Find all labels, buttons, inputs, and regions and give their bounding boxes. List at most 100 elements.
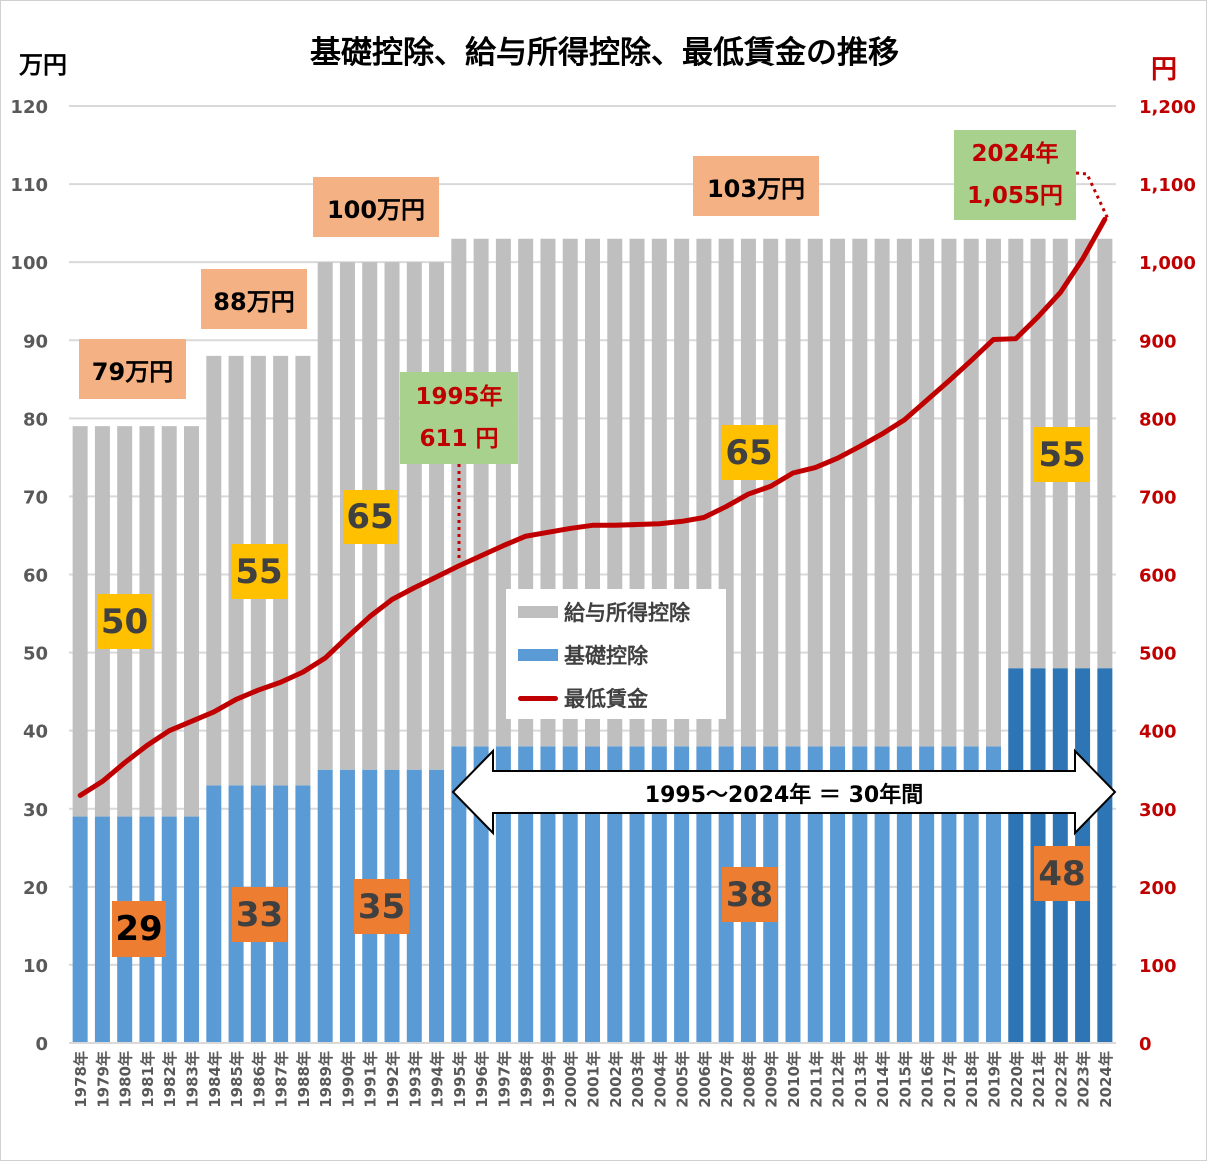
legend-item-basic: 基礎控除 [518,640,648,670]
bar-basic-1998年 [518,746,534,1043]
wage-2024-year: 2024年 [971,141,1059,167]
bar-salary-2019年 [985,238,1001,747]
x-tick-label: 2021年 [1030,1051,1048,1108]
x-tick-label: 2002年 [607,1051,625,1108]
x-tick-label: 1985年 [228,1051,246,1108]
right-tick-label: 700 [1139,487,1177,508]
x-tick-label: 1993年 [406,1051,424,1108]
bar-basic-2012年 [830,746,846,1043]
left-tick-label: 20 [23,878,48,899]
left-tick-label: 50 [23,644,48,665]
left-tick-label: 110 [10,175,48,196]
x-tick-label: 2024年 [1097,1051,1115,1108]
right-tick-label: 0 [1139,1034,1152,1055]
bar-salary-1982年 [161,426,177,817]
leader-2024 [1075,171,1110,220]
left-tick-label: 30 [23,800,48,821]
x-tick-label: 1995年 [451,1051,469,1108]
bar-basic-2014年 [874,746,890,1043]
bar-salary-2024年 [1097,238,1113,669]
legend-swatch [518,606,558,618]
x-tick-label: 2017年 [941,1051,959,1108]
bar-basic-2003年 [629,746,645,1043]
bar-basic-1984年 [206,785,222,1043]
bar-basic-2002年 [607,746,623,1043]
salary-deduction-65-b: 65 [721,425,777,480]
x-tick-label: 1978年 [72,1051,90,1108]
bar-basic-1988年 [295,785,311,1043]
x-tick-label: 2014年 [874,1051,892,1108]
bar-basic-1983年 [184,816,200,1043]
right-tick-label: 300 [1139,800,1177,821]
bar-basic-1982年 [161,816,177,1043]
bar-basic-1997年 [495,746,511,1043]
bar-basic-2019年 [985,746,1001,1043]
left-tick-label: 60 [23,566,48,587]
left-tick-label: 120 [10,97,48,118]
right-tick-label: 1,200 [1139,97,1196,118]
x-tick-label: 1979年 [94,1051,112,1108]
basic-deduction-38: 38 [722,867,777,922]
total-88-label: 88万円 [201,269,307,329]
bar-salary-1988年 [295,355,311,786]
legend-item-salary: 給与所得控除 [518,597,690,627]
salary-deduction-55: 55 [231,544,287,599]
x-tick-label: 2007年 [718,1051,736,1108]
x-tick-label: 1980年 [117,1051,135,1108]
x-tick-label: 2004年 [651,1051,669,1108]
right-axis-unit: 円 [1151,55,1178,85]
legend: 給与所得控除 基礎控除 最低賃金 [506,589,726,719]
x-tick-label: 1990年 [339,1051,357,1108]
bar-basic-2016年 [919,746,935,1043]
bar-salary-1994年 [429,262,445,770]
total-100-label: 100万円 [313,177,439,237]
legend-label: 給与所得控除 [564,601,690,625]
x-tick-label: 1982年 [161,1051,179,1108]
salary-deduction-55-b: 55 [1034,427,1090,482]
right-tick-label: 100 [1139,956,1177,977]
bar-basic-1994年 [429,769,445,1043]
bar-basic-1993年 [406,769,422,1043]
bar-salary-2010年 [785,238,801,747]
x-tick-label: 1989年 [317,1051,335,1108]
x-tick-label: 1983年 [184,1051,202,1108]
bar-basic-2015年 [896,746,912,1043]
bar-basic-2024年 [1097,668,1113,1043]
x-tick-label: 2020年 [1008,1051,1026,1108]
right-tick-label: 200 [1139,878,1177,899]
basic-deduction-29: 29 [112,901,166,957]
left-tick-label: 70 [23,487,48,508]
bar-salary-1984年 [206,355,222,786]
bar-basic-2005年 [674,746,690,1043]
bar-basic-1990年 [339,769,355,1043]
bar-salary-1996年 [473,238,489,747]
right-tick-label: 600 [1139,566,1177,587]
left-tick-label: 80 [23,409,48,430]
x-tick-label: 2022年 [1052,1051,1070,1108]
bar-salary-1978年 [72,426,88,817]
bar-basic-1995年 [451,746,467,1043]
span-label: 1995～2024年 ＝ 30年間 [644,783,924,808]
right-tick-label: 1,000 [1139,253,1196,274]
bar-basic-2017年 [941,746,957,1043]
legend-item-wage: 最低賃金 [518,683,648,713]
x-tick-label: 1988年 [295,1051,313,1108]
bar-salary-2017年 [941,238,957,747]
bar-basic-2013年 [852,746,868,1043]
left-tick-label: 40 [23,722,48,743]
bar-salary-2020年 [1008,238,1024,669]
x-tick-label: 2008年 [740,1051,758,1108]
x-tick-label: 2012年 [830,1051,848,1108]
x-tick-label: 1997年 [495,1051,513,1108]
bar-salary-2018年 [963,238,979,747]
bar-salary-2009年 [763,238,779,747]
x-tick-label: 2000年 [562,1051,580,1108]
right-tick-label: 900 [1139,331,1177,352]
wage-2024-value: 1,055円 [967,183,1063,209]
x-tick-label: 2013年 [852,1051,870,1108]
left-tick-label: 90 [23,331,48,352]
bar-salary-2015年 [896,238,912,747]
bar-salary-1993年 [406,262,422,770]
